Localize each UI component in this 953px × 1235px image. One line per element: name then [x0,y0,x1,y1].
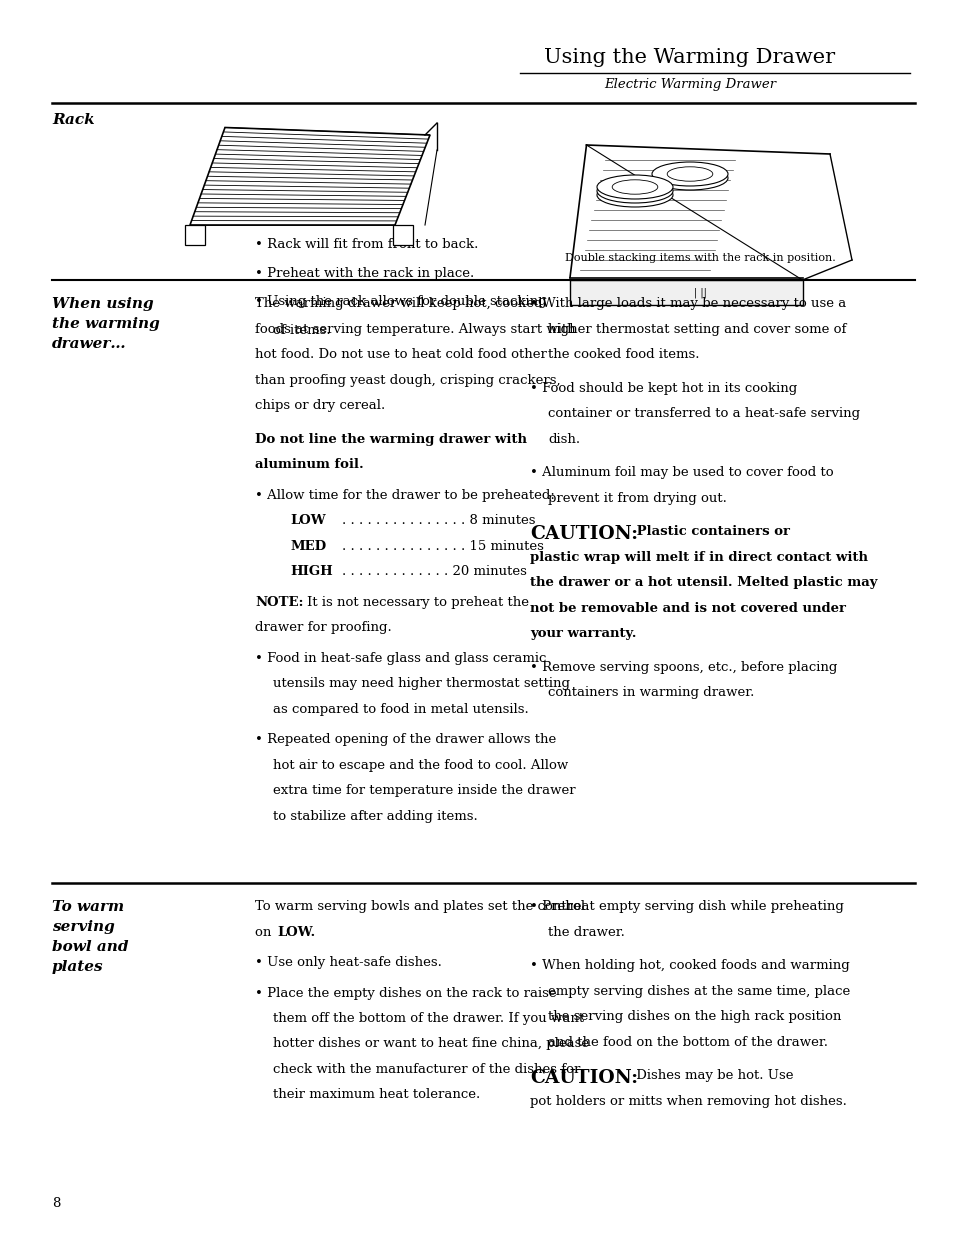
Text: higher thermostat setting and cover some of: higher thermostat setting and cover some… [547,322,845,336]
Text: the cooked food items.: the cooked food items. [547,348,699,361]
Text: utensils may need higher thermostat setting: utensils may need higher thermostat sett… [273,677,569,690]
Bar [393,225,412,245]
Text: To warm serving bowls and plates set the control: To warm serving bowls and plates set the… [254,900,584,913]
Ellipse shape [612,188,658,203]
Text: . . . . . . . . . . . . . . . 8 minutes: . . . . . . . . . . . . . . . 8 minutes [341,514,535,527]
Text: plastic wrap will melt if in direct contact with: plastic wrap will melt if in direct cont… [530,551,867,563]
Text: the drawer.: the drawer. [547,925,624,939]
Text: • Allow time for the drawer to be preheated:: • Allow time for the drawer to be prehea… [254,489,555,501]
Text: check with the manufacturer of the dishes for: check with the manufacturer of the dishe… [273,1063,579,1076]
Text: hot food. Do not use to heat cold food other: hot food. Do not use to heat cold food o… [254,348,546,361]
Text: MED: MED [290,540,326,552]
Text: pot holders or mitts when removing hot dishes.: pot holders or mitts when removing hot d… [530,1094,846,1108]
Text: • Repeated opening of the drawer allows the: • Repeated opening of the drawer allows … [254,734,556,746]
Text: • Preheat empty serving dish while preheating: • Preheat empty serving dish while prehe… [530,900,843,913]
Text: dish.: dish. [547,432,579,446]
Text: | ||: | || [693,288,706,298]
Text: Using the Warming Drawer: Using the Warming Drawer [544,48,835,67]
Ellipse shape [651,165,727,190]
Text: extra time for temperature inside the drawer: extra time for temperature inside the dr… [273,784,575,797]
Bar [185,225,204,245]
Polygon shape [569,280,801,305]
Ellipse shape [612,184,658,198]
Text: LOW.: LOW. [276,925,314,939]
Text: LOW: LOW [290,514,325,527]
Text: than proofing yeast dough, crisping crackers,: than proofing yeast dough, crisping crac… [254,373,560,387]
Text: Rack: Rack [52,112,94,127]
Text: chips or dry cereal.: chips or dry cereal. [254,399,385,412]
Text: on: on [254,925,275,939]
Ellipse shape [666,170,712,185]
Text: their maximum heat tolerance.: their maximum heat tolerance. [273,1088,479,1102]
Text: • Place the empty dishes on the rack to raise: • Place the empty dishes on the rack to … [254,987,556,999]
Text: To warm
serving
bowl and
plates: To warm serving bowl and plates [52,900,129,974]
Text: NOTE:: NOTE: [254,595,303,609]
Text: hot air to escape and the food to cool. Allow: hot air to escape and the food to cool. … [273,758,568,772]
Text: • Remove serving spoons, etc., before placing: • Remove serving spoons, etc., before pl… [530,661,837,673]
Text: your warranty.: your warranty. [530,627,636,640]
Text: • Food in heat-safe glass and glass ceramic: • Food in heat-safe glass and glass cera… [254,652,546,664]
Text: • When holding hot, cooked foods and warming: • When holding hot, cooked foods and war… [530,960,849,972]
Text: empty serving dishes at the same time, place: empty serving dishes at the same time, p… [547,984,849,998]
Text: . . . . . . . . . . . . . 20 minutes: . . . . . . . . . . . . . 20 minutes [341,564,526,578]
Text: • With large loads it may be necessary to use a: • With large loads it may be necessary t… [530,296,845,310]
Text: to stabilize after adding items.: to stabilize after adding items. [273,809,477,823]
Text: aluminum foil.: aluminum foil. [254,458,363,471]
Text: drawer for proofing.: drawer for proofing. [254,621,392,634]
Text: Plastic containers or: Plastic containers or [631,525,789,538]
Text: The warming drawer will keep hot, cooked: The warming drawer will keep hot, cooked [254,296,542,310]
Text: When using
the warming
drawer…: When using the warming drawer… [52,296,159,351]
Text: the drawer or a hot utensil. Melted plastic may: the drawer or a hot utensil. Melted plas… [530,576,877,589]
Text: 8: 8 [52,1197,60,1210]
Text: hotter dishes or want to heat fine china, please: hotter dishes or want to heat fine china… [273,1037,589,1051]
Text: • Rack will fit from front to back.: • Rack will fit from front to back. [254,238,477,251]
Text: of items.: of items. [273,324,331,336]
Text: not be removable and is not covered under: not be removable and is not covered unde… [530,601,845,615]
Text: . . . . . . . . . . . . . . . 15 minutes: . . . . . . . . . . . . . . . 15 minutes [341,540,543,552]
Text: CAUTION:: CAUTION: [530,525,638,543]
Text: foods at serving temperature. Always start with: foods at serving temperature. Always sta… [254,322,575,336]
Text: as compared to food in metal utensils.: as compared to food in metal utensils. [273,703,528,715]
Text: It is not necessary to preheat the: It is not necessary to preheat the [307,595,529,609]
Text: Double stacking items with the rack in position.: Double stacking items with the rack in p… [564,253,835,263]
Text: • Using the rack allows for double stacking: • Using the rack allows for double stack… [254,295,546,308]
Text: Do not line the warming drawer with: Do not line the warming drawer with [254,432,526,446]
Ellipse shape [597,179,672,203]
Text: and the food on the bottom of the drawer.: and the food on the bottom of the drawer… [547,1035,827,1049]
Text: • Preheat with the rack in place.: • Preheat with the rack in place. [254,267,474,279]
Text: containers in warming drawer.: containers in warming drawer. [547,685,754,699]
Text: prevent it from drying out.: prevent it from drying out. [547,492,726,505]
Text: the serving dishes on the high rack position: the serving dishes on the high rack posi… [547,1010,841,1023]
Text: • Aluminum foil may be used to cover food to: • Aluminum foil may be used to cover foo… [530,466,833,479]
Text: CAUTION:: CAUTION: [530,1070,638,1087]
Text: Electric Warming Drawer: Electric Warming Drawer [603,78,775,91]
Ellipse shape [651,162,727,186]
Text: Dishes may be hot. Use: Dishes may be hot. Use [631,1070,793,1082]
Ellipse shape [666,167,712,182]
Ellipse shape [597,175,672,199]
Ellipse shape [612,180,658,194]
Text: container or transferred to a heat-safe serving: container or transferred to a heat-safe … [547,408,860,420]
Text: • Use only heat-safe dishes.: • Use only heat-safe dishes. [254,956,441,969]
Ellipse shape [597,183,672,207]
Text: them off the bottom of the drawer. If you want: them off the bottom of the drawer. If yo… [273,1011,583,1025]
Text: • Food should be kept hot in its cooking: • Food should be kept hot in its cooking [530,382,797,394]
Text: HIGH: HIGH [290,564,333,578]
